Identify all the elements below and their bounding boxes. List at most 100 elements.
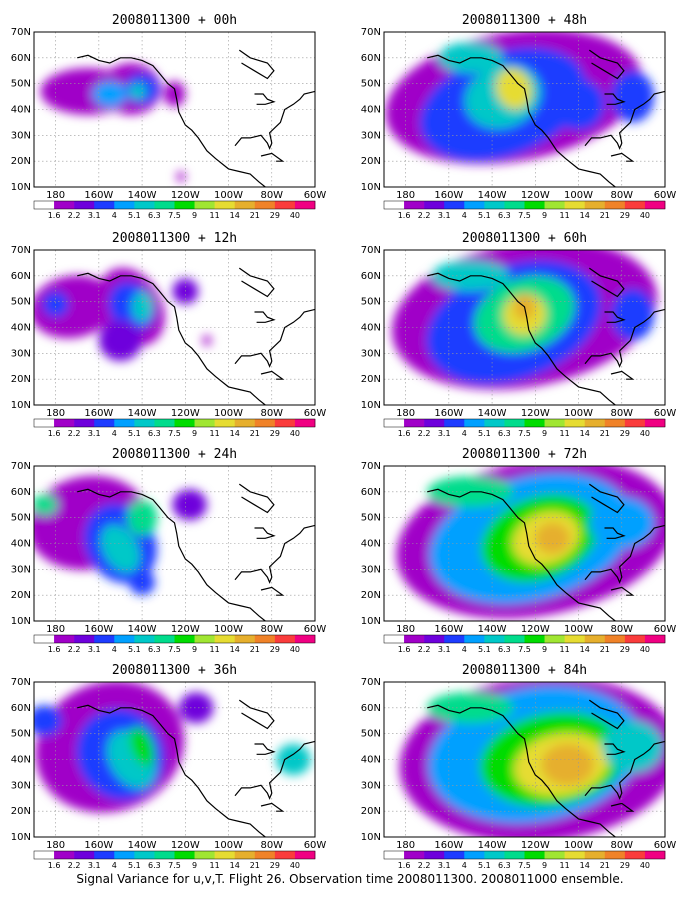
figure-caption: Signal Variance for u,v,T. Flight 26. Ob… xyxy=(76,872,624,886)
colorbar-label: 14 xyxy=(580,645,590,654)
colorbar-swatch xyxy=(134,201,155,209)
colorbar-label: 11 xyxy=(560,211,570,220)
lat-tick-label: 20N xyxy=(11,590,31,601)
variance-field xyxy=(34,475,207,596)
map-panel: 2008011300 + 48h 70N 60N 50N 40N 30N 20N 10N 180… xyxy=(361,13,677,220)
colorbar-label: 11 xyxy=(210,211,220,220)
colorbar-swatch xyxy=(34,201,55,209)
panel-title: 2008011300 + 72h xyxy=(462,447,587,462)
colorbar-label: 9 xyxy=(542,429,547,438)
colorbar-swatch xyxy=(254,201,276,209)
lon-tick-label: 180 xyxy=(396,190,415,201)
colorbar-label: 29 xyxy=(620,211,630,220)
colorbar-swatch xyxy=(234,419,256,427)
colorbar-swatch xyxy=(214,419,236,427)
colorbar-label: 1.6 xyxy=(398,861,411,870)
map-panel: 2008011300 + 60h 70N 60N 50N 40N 30N 20N 10N 180… xyxy=(361,231,677,438)
lon-tick-label: 160W xyxy=(84,408,113,419)
colorbar-swatch xyxy=(464,635,485,643)
coastline xyxy=(77,54,266,187)
lat-tick-label: 50N xyxy=(361,79,381,90)
lat-tick-label: 70N xyxy=(11,461,31,472)
lon-tick-label: 80W xyxy=(260,190,283,201)
coastline xyxy=(254,93,276,105)
map-panel: 2008011300 + 36h 70N 60N 50N 40N 30N 20N 10N 180… xyxy=(11,663,327,870)
colorbar: 1.6 2.2 3.1 4 5.1 6.3 7.5 9 11 14 21 29 40 xyxy=(383,634,666,654)
colorbar-swatch xyxy=(584,201,606,209)
colorbar-swatch xyxy=(544,851,565,859)
lon-tick-label: 100W xyxy=(564,408,593,419)
colorbar-swatch xyxy=(254,419,276,427)
coastline xyxy=(234,90,315,150)
colorbar-label: 3.1 xyxy=(438,211,451,220)
colorbar-swatch xyxy=(524,201,545,209)
coastline xyxy=(610,586,635,596)
colorbar-label: 2.2 xyxy=(68,429,81,438)
colorbar-swatch xyxy=(424,851,445,859)
colorbar-swatch xyxy=(134,419,155,427)
lat-tick-label: 40N xyxy=(11,755,31,766)
colorbar-swatch xyxy=(194,635,215,643)
map-panel: 2008011300 + 00h 70N 60N 50N 40N 30N 20N 10N 180… xyxy=(11,13,327,220)
lon-tick-label: 160W xyxy=(84,190,113,201)
colorbar-swatch xyxy=(274,635,296,643)
colorbar-swatch xyxy=(34,419,55,427)
colorbar-swatch xyxy=(544,419,565,427)
lon-tick-label: 180 xyxy=(396,624,415,635)
lon-tick-label: 120W xyxy=(521,840,550,851)
lat-tick-label: 20N xyxy=(11,156,31,167)
coastline xyxy=(584,308,665,368)
colorbar-label: 2.2 xyxy=(418,211,431,220)
lat-tick-label: 20N xyxy=(361,374,381,385)
colorbar-swatch xyxy=(34,635,55,643)
panel-title: 2008011300 + 12h xyxy=(112,231,237,246)
colorbar-label: 6.3 xyxy=(148,211,161,220)
colorbar-swatch xyxy=(644,419,666,427)
colorbar-label: 14 xyxy=(580,429,590,438)
lon-tick-label: 180 xyxy=(46,624,65,635)
lon-tick-label: 80W xyxy=(610,840,633,851)
colorbar-swatch xyxy=(114,851,135,859)
colorbar-label: 6.3 xyxy=(498,211,511,220)
colorbar-swatch xyxy=(194,201,215,209)
lat-tick-label: 30N xyxy=(11,564,31,575)
colorbar-swatch xyxy=(94,635,115,643)
colorbar-swatch xyxy=(234,201,256,209)
colorbar-swatch xyxy=(564,201,586,209)
colorbar-swatch xyxy=(504,635,525,643)
lat-tick-label: 70N xyxy=(11,677,31,688)
lat-tick-label: 60N xyxy=(11,271,31,282)
colorbar-label: 5.1 xyxy=(128,645,141,654)
colorbar-swatch xyxy=(404,419,425,427)
panel-title: 2008011300 + 00h xyxy=(112,13,237,28)
variance-contour xyxy=(163,81,186,107)
colorbar-label: 6.3 xyxy=(148,429,161,438)
colorbar-label: 4 xyxy=(112,645,117,654)
colorbar-label: 1.6 xyxy=(48,645,61,654)
colorbar-swatch xyxy=(624,851,646,859)
lat-tick-label: 30N xyxy=(11,348,31,359)
colorbar-swatch xyxy=(114,419,135,427)
colorbar-label: 11 xyxy=(210,429,220,438)
colorbar-swatch xyxy=(34,851,55,859)
colorbar-swatch xyxy=(254,635,276,643)
colorbar-swatch xyxy=(404,635,425,643)
colorbar-label: 2.2 xyxy=(68,861,81,870)
lat-tick-label: 50N xyxy=(11,79,31,90)
colorbar-swatch xyxy=(524,635,545,643)
lat-tick-label: 60N xyxy=(361,487,381,498)
lon-tick-label: 100W xyxy=(564,190,593,201)
lat-tick-label: 30N xyxy=(11,780,31,791)
lat-tick-label: 20N xyxy=(11,374,31,385)
variance-contour xyxy=(98,319,143,362)
lon-tick-label: 100W xyxy=(214,840,243,851)
lon-tick-label: 60W xyxy=(304,624,327,635)
colorbar-swatch xyxy=(444,419,465,427)
lon-tick-label: 60W xyxy=(304,840,327,851)
coastline xyxy=(588,267,625,298)
coastline xyxy=(238,699,275,730)
lon-tick-label: 120W xyxy=(171,840,200,851)
colorbar-swatch xyxy=(214,201,236,209)
lon-tick-label: 80W xyxy=(610,408,633,419)
coastline xyxy=(584,740,665,800)
